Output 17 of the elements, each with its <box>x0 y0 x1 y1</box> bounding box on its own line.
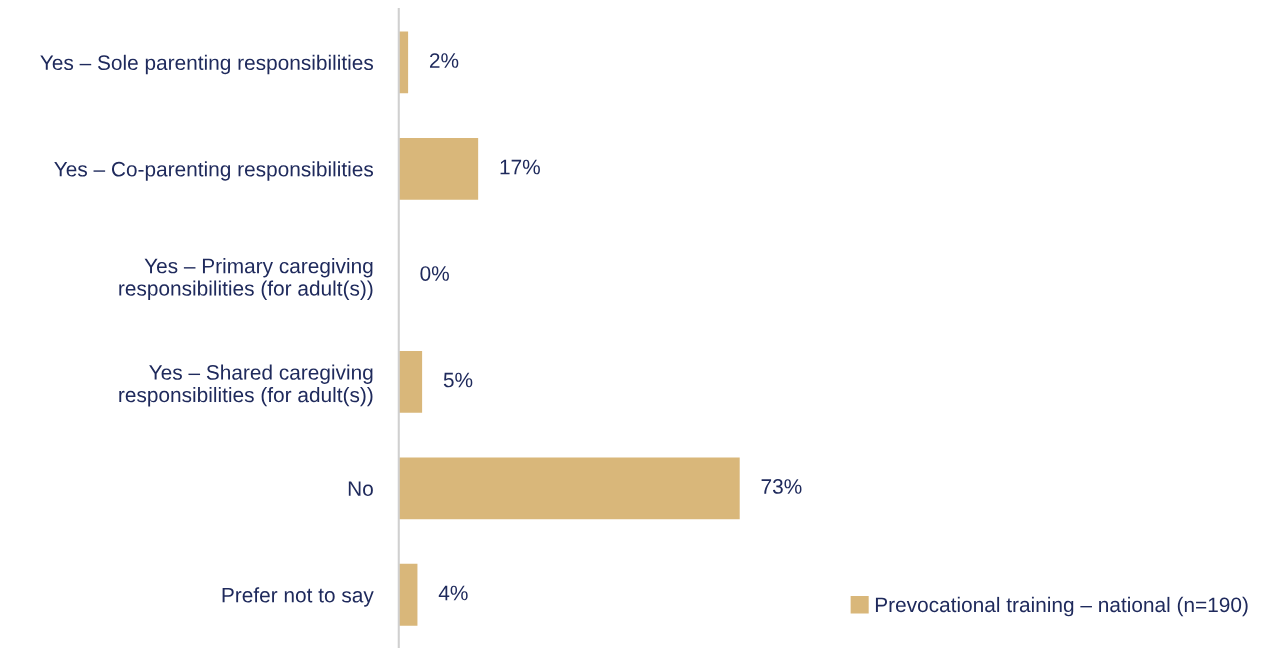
y-tick-label: Yes – Shared caregiving responsibilities (for adult(s)) <box>119 364 373 407</box>
bar <box>398 457 740 520</box>
data-label: 0% <box>420 266 449 281</box>
y-tick-label: Yes – Sole parenting responsibilities <box>40 54 374 75</box>
bar <box>398 137 479 200</box>
data-label: 17% <box>500 159 540 175</box>
data-label: 4% <box>438 585 468 601</box>
data-label: 73% <box>761 479 802 494</box>
data-label: 5% <box>443 372 473 388</box>
data-label: 2% <box>429 53 459 68</box>
bar <box>398 350 423 413</box>
bar <box>398 563 418 626</box>
y-tick-label: Prefer not to say <box>222 587 374 607</box>
y-tick-label: No <box>348 481 373 497</box>
y-tick-label: Yes – Co-parenting responsibilities <box>54 161 374 181</box>
legend-label: Prevocational training – national (n=190) <box>875 596 1248 617</box>
y-tick-label: Yes – Primary caregiving responsibilities (for adult(s)) <box>119 258 373 300</box>
